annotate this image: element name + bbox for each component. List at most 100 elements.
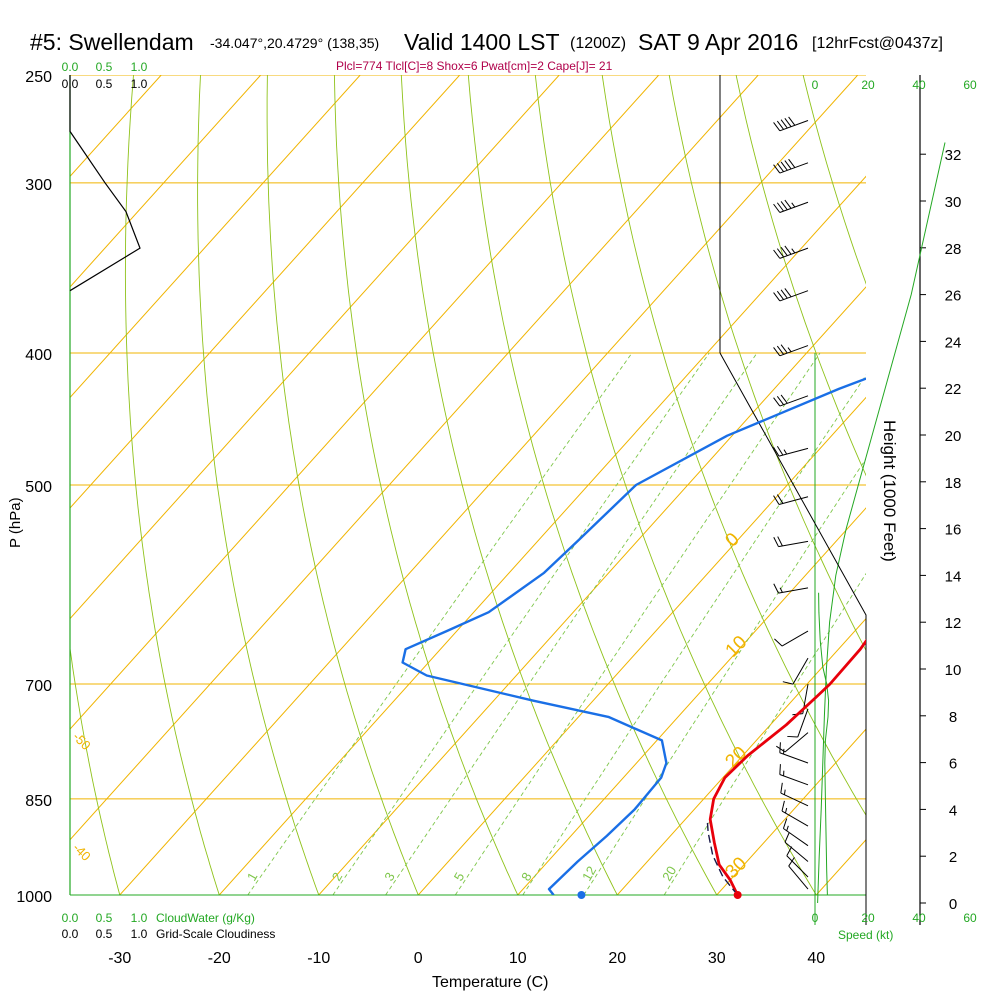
y-tick-label: 850 <box>25 793 52 810</box>
valid-time: Valid 1400 LST <box>404 29 560 55</box>
surface-temperature-marker <box>733 891 742 899</box>
dry-adiabat-line <box>333 75 519 895</box>
dry-adiabat-line <box>197 75 320 895</box>
isotherm-line <box>70 75 560 620</box>
y-tick-label: 250 <box>25 69 52 86</box>
wind-barb-staff <box>786 855 809 878</box>
height-tick-label: 32 <box>945 147 962 164</box>
wind-barb <box>773 445 809 457</box>
mixing-ratio-label: 5 <box>451 870 468 884</box>
mixing-ratio-label: 12 <box>579 863 599 883</box>
cloudwater-label: CloudWater (g/Kg) <box>156 911 255 925</box>
speed-tick-bottom: 60 <box>963 911 977 925</box>
wind-barb-flag <box>777 536 783 547</box>
x-tick-label: -30 <box>108 950 131 967</box>
cloudwater-tick-bottom: 0.5 <box>96 911 113 925</box>
wind-barb <box>773 394 809 407</box>
dry-adiabat-line <box>266 75 419 895</box>
height-tick-label: 26 <box>945 288 962 305</box>
height-tick-label: 20 <box>945 428 962 445</box>
wind-barb-flag <box>780 289 788 299</box>
wind-barb-flag <box>780 161 788 171</box>
isotherm-line <box>318 286 866 895</box>
isotherm-line <box>70 75 660 730</box>
profile-dewpoint <box>401 377 866 895</box>
x-tick-label: 0 <box>414 950 423 967</box>
wind-barb-flag <box>781 800 785 812</box>
wind-barb-half <box>791 202 796 208</box>
wind-barb-flag <box>773 537 779 547</box>
wind-barb <box>787 708 809 738</box>
wind-barb-flag <box>788 158 796 168</box>
speed-axis-label: Speed (kt) <box>838 928 893 942</box>
wind-barb <box>786 846 809 878</box>
wind-barb <box>773 199 809 213</box>
cloudiness-tick-top: 0.5 <box>96 77 113 91</box>
height-tick-label: 0 <box>949 896 957 913</box>
height-tick-label: 28 <box>945 241 962 258</box>
wind-barb-flag <box>776 290 784 300</box>
speed-tick-bottom: 0 <box>812 911 819 925</box>
wind-barb-staff <box>779 162 809 174</box>
cloudiness-profile <box>69 75 141 292</box>
wind-barb-flag <box>773 447 780 457</box>
wind-barb-half <box>791 248 796 254</box>
wind-barb-staff <box>779 395 809 407</box>
wind-barb <box>780 782 809 807</box>
wind-barb-staff <box>779 247 809 259</box>
height-tick-label: 14 <box>945 568 962 585</box>
forecast-label: [12hrFcst@0437z] <box>812 35 943 52</box>
wind-barb <box>773 494 809 505</box>
wind-barb-flag <box>784 245 792 255</box>
wind-barb-staff <box>779 120 809 132</box>
wind-barb-staff <box>781 630 809 647</box>
y-axis-label: P (hPa) <box>7 497 24 548</box>
wind-barb-staff <box>797 708 809 738</box>
wind-barb <box>773 288 809 302</box>
speed-tick-bottom: 20 <box>861 911 875 925</box>
mixing-ratio-line <box>385 352 758 895</box>
wind-barb-flag <box>780 246 788 256</box>
wind-barb-staff <box>780 792 809 807</box>
wind-barb-flag <box>773 203 781 213</box>
y-tick-label: 1000 <box>16 889 52 906</box>
isotherm-label: 30 <box>721 853 751 883</box>
wind-barb <box>782 818 809 847</box>
dry-adiabat-line <box>534 75 817 895</box>
isotherm-line <box>70 75 759 841</box>
mixing-ratio-line <box>583 457 866 895</box>
height-tick-label: 2 <box>949 849 957 866</box>
isotherm-line <box>517 507 866 895</box>
wind-barb <box>773 536 809 548</box>
height-tick-label: 30 <box>945 194 962 211</box>
x-axis-label: Temperature (C) <box>432 974 548 991</box>
wind-barb-flag <box>774 638 783 647</box>
cloudiness-tick-top: 0.0 <box>62 77 79 91</box>
isotherm-line <box>417 396 866 895</box>
height-tick-label: 6 <box>949 756 957 773</box>
cloudiness-tick-bottom: 0.5 <box>96 927 113 941</box>
wind-barb <box>779 742 809 764</box>
isotherm-label: 10 <box>722 632 752 662</box>
wind-barb-staff <box>781 810 809 827</box>
cloudiness-label: Grid-Scale Cloudiness <box>156 927 275 941</box>
station-coords: -34.047°,20.4729° (138,35) <box>210 35 379 51</box>
height-profile <box>817 142 946 904</box>
wind-barb-staff <box>784 841 809 862</box>
cloudwater-tick-top: 1.0 <box>131 60 148 74</box>
isotherm-line <box>716 728 866 895</box>
height-tick-label: 22 <box>945 381 962 398</box>
wind-barb-flag <box>776 248 784 258</box>
wind-barb-staff <box>779 201 809 213</box>
stability-indices: Plcl=774 Tlcl[C]=8 Shox=6 Pwat[cm]=2 Cap… <box>336 59 613 73</box>
dry-adiabat-line <box>124 75 220 895</box>
wind-barb-flag <box>779 764 781 775</box>
cloudwater-tick-top: 0.0 <box>62 60 79 74</box>
wind-barb-flag <box>776 494 784 504</box>
wind-barb-staff <box>792 657 809 685</box>
wind-barb-staff <box>779 752 809 764</box>
isotherm-label-left: -50 <box>70 729 94 753</box>
wind-barb <box>788 857 809 890</box>
wind-barb-staff <box>783 828 809 847</box>
isotherm-line <box>218 175 866 895</box>
